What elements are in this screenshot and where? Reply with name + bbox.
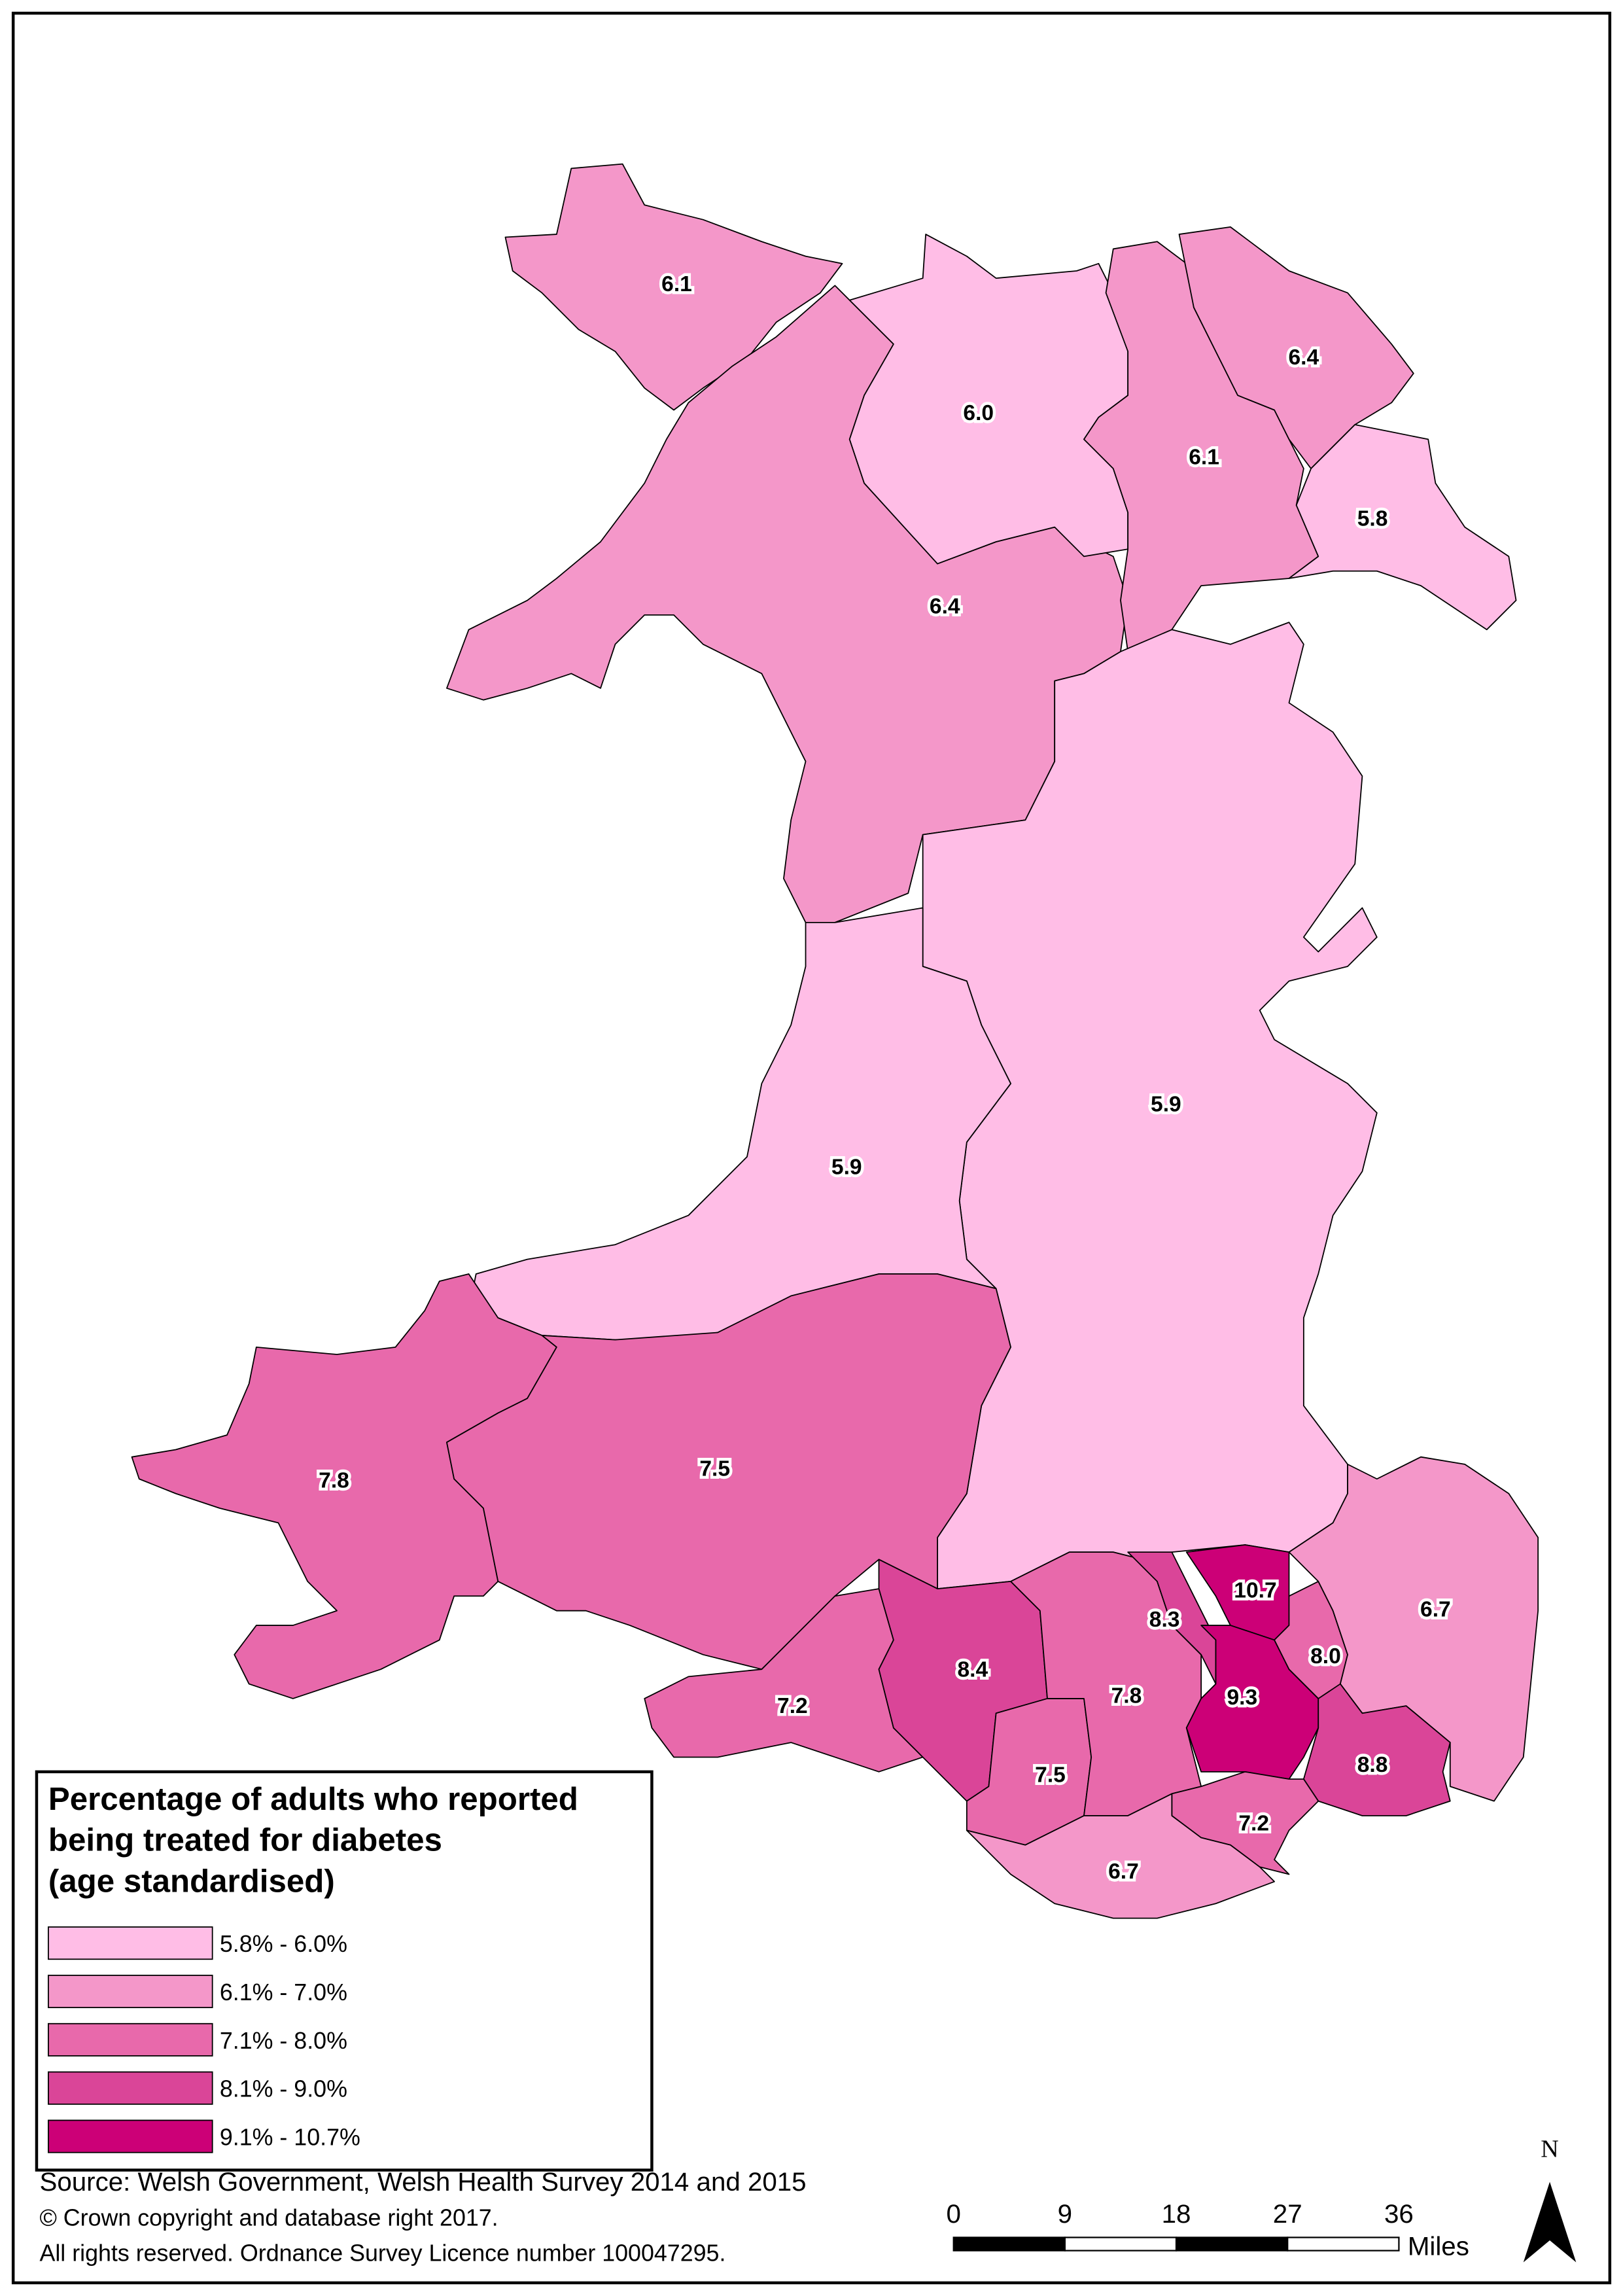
- region-label: 7.5: [699, 1457, 730, 1481]
- source-text: © Crown copyright and database right 201…: [39, 2205, 498, 2231]
- region-label: 7.5: [1035, 1763, 1066, 1787]
- region-label: 5.9: [1151, 1092, 1181, 1116]
- region-label: 6.1: [1189, 445, 1219, 469]
- legend-label: 7.1% - 8.0%: [220, 2028, 347, 2054]
- regions: [131, 163, 1539, 1919]
- north-label: N: [1541, 2135, 1558, 2163]
- region-label: 7.8: [319, 1469, 349, 1493]
- region-label: 6.7: [1108, 1860, 1139, 1884]
- source-text: All rights reserved. Ordnance Survey Lic…: [39, 2240, 725, 2266]
- region: [504, 163, 843, 411]
- source-text: Source: Welsh Government, Welsh Health S…: [39, 2167, 806, 2197]
- region-label: 8.4: [957, 1657, 988, 1682]
- region-label: 6.7: [1420, 1598, 1451, 1622]
- region-label: 6.4: [1289, 345, 1319, 370]
- region: [1288, 424, 1517, 631]
- region-label: 7.2: [777, 1694, 808, 1718]
- region-label: 6.0: [963, 401, 994, 425]
- legend-swatch: [47, 2119, 213, 2153]
- region: [644, 1588, 924, 1773]
- north-arrow: [1523, 2181, 1577, 2263]
- legend-swatch: [47, 1975, 213, 2009]
- legend-swatch: [47, 1926, 213, 1960]
- legend-title: (age standardised): [48, 1863, 335, 1899]
- region-label: 7.8: [1111, 1684, 1142, 1708]
- region-label: 8.8: [1357, 1753, 1388, 1777]
- scale-segment: [1287, 2236, 1400, 2252]
- region-label: 8.0: [1310, 1644, 1341, 1669]
- legend-swatch: [47, 2022, 213, 2057]
- region: [966, 1793, 1275, 1919]
- scale-segment: [1175, 2236, 1289, 2252]
- legend-swatch: [47, 2071, 213, 2105]
- scale-label: 9: [1058, 2199, 1072, 2229]
- region-label: 9.3: [1227, 1686, 1257, 1710]
- legend-label: 8.1% - 9.0%: [220, 2076, 347, 2102]
- scale-label: 0: [946, 2199, 960, 2229]
- region-label: 5.8: [1357, 506, 1388, 531]
- region: [1178, 226, 1414, 470]
- legend-title: being treated for diabetes: [48, 1822, 442, 1858]
- region-label: 8.3: [1149, 1608, 1180, 1632]
- region: [1288, 1456, 1539, 1802]
- legend-label: 9.1% - 10.7%: [220, 2125, 360, 2151]
- legend-title: Percentage of adults who reported: [48, 1781, 578, 1817]
- scale-label: 36: [1384, 2199, 1414, 2229]
- scale-segment: [952, 2236, 1066, 2252]
- scale-unit: Miles: [1408, 2231, 1469, 2261]
- legend: Percentage of adults who reported being t…: [47, 1781, 578, 2153]
- scale-label: 18: [1162, 2199, 1191, 2229]
- legend-label: 6.1% - 7.0%: [220, 1979, 347, 2005]
- legend-label: 5.8% - 6.0%: [220, 1931, 347, 1957]
- region-label: 6.1: [661, 272, 692, 296]
- scale-label: 27: [1273, 2199, 1302, 2229]
- region-label: 5.9: [831, 1156, 862, 1180]
- region-label: 6.4: [930, 595, 960, 619]
- region-label: 10.7: [1234, 1578, 1276, 1602]
- region-labels: 6.1 6.4 6.0 6.1 6.4 5.8 5.9 5.9 7.8 7.5 7.2 8.4 7.5 7…: [316, 270, 1454, 1887]
- region-label: 7.2: [1238, 1811, 1269, 1835]
- scale-segment: [1064, 2236, 1178, 2252]
